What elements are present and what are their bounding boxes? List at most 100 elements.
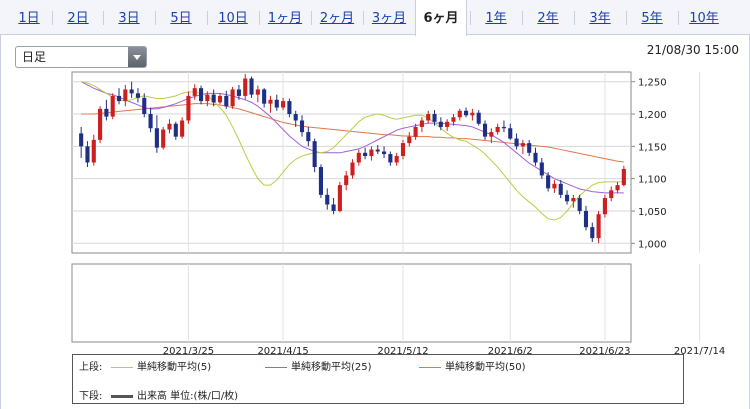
candle-up: [489, 132, 494, 137]
candle-down: [501, 126, 506, 129]
candle-up: [268, 99, 273, 104]
date-tick-label: 2021/3/25: [163, 346, 214, 357]
tab-separator: [155, 11, 156, 25]
candle-down: [299, 120, 305, 133]
candle-down: [331, 204, 336, 211]
date-tick-label: 2021/7/14: [674, 346, 725, 357]
legend-ma25-label: 単純移動平均(25): [291, 362, 372, 373]
legend-lower-row: 下段: 出来高 単位:(株/口/枚): [79, 387, 238, 402]
volume-swatch: [111, 394, 133, 398]
legend-upper-row: 上段: 単純移動平均(5) 単純移動平均(25) 単純移動平均(50): [79, 358, 526, 373]
ma50-swatch: [419, 366, 441, 368]
legend-ma5: 単純移動平均(5): [111, 358, 211, 373]
tab-separator: [626, 11, 627, 25]
candle-down: [85, 146, 90, 163]
candle-down: [249, 78, 254, 95]
candle-down: [438, 121, 443, 127]
tab-separator: [522, 11, 523, 25]
candle-up: [609, 190, 614, 199]
tab-0[interactable]: 1日: [18, 11, 40, 26]
candle-down: [148, 114, 153, 129]
tab-2[interactable]: 3日: [118, 11, 140, 26]
candle-up: [243, 78, 248, 96]
candle-down: [325, 194, 330, 205]
tab-8[interactable]: 6ヶ月: [415, 0, 467, 36]
tab-11[interactable]: 3年: [589, 11, 611, 26]
candle-down: [199, 88, 204, 102]
candle-up: [419, 120, 424, 127]
candle-up: [91, 139, 96, 163]
price-tick-label: 1,150: [638, 142, 667, 153]
ma25-swatch: [265, 366, 287, 368]
tab-3[interactable]: 5日: [170, 11, 192, 26]
price-tick-label: 1,050: [638, 207, 667, 218]
candle-down: [116, 95, 122, 102]
legend-ma50: 単純移動平均(50): [419, 358, 526, 373]
tab-separator: [259, 11, 260, 25]
candle-up: [407, 136, 412, 144]
candle-up: [337, 185, 342, 211]
tab-separator: [52, 11, 53, 25]
tab-separator: [470, 11, 471, 25]
tab-10[interactable]: 2年: [537, 11, 559, 26]
period-tab-bar: 1日 2日 3日 5日 10日 1ヶ月 2ヶ月 3ヶ月 6ヶ月 1年 2年 3年 5年 10年: [0, 0, 750, 36]
tab-4[interactable]: 10日: [218, 11, 248, 26]
last-updated-timestamp: 21/08/30 15:00: [646, 43, 739, 57]
candle-up: [192, 88, 197, 96]
tab-1[interactable]: 2日: [67, 11, 89, 26]
candle-up: [110, 95, 115, 117]
tab-separator: [574, 11, 575, 25]
candle-down: [539, 162, 544, 176]
candle-down: [363, 152, 368, 157]
candle-down: [287, 101, 292, 115]
interval-select-value: 日足: [22, 50, 47, 64]
candle-up: [621, 168, 626, 186]
candle-down: [464, 110, 469, 116]
candle-down: [382, 151, 387, 155]
candle-up: [217, 95, 223, 103]
candle-up: [255, 89, 260, 95]
tab-separator: [207, 11, 208, 25]
price-tick-label: 1,200: [638, 110, 667, 121]
tab-separator: [363, 11, 364, 25]
chevron-down-icon[interactable]: [128, 47, 146, 67]
candle-up: [350, 162, 355, 176]
candle-down: [173, 123, 178, 137]
candle-down: [590, 227, 595, 239]
candle-up: [205, 94, 210, 102]
candle-down: [274, 99, 279, 108]
candle-up: [369, 149, 374, 157]
candle-down: [577, 198, 582, 211]
candle-up: [180, 120, 185, 137]
tab-5[interactable]: 1ヶ月: [267, 11, 303, 26]
candle-up: [552, 183, 557, 189]
candle-down: [236, 89, 241, 96]
candle-down: [432, 114, 437, 122]
candle-down: [508, 128, 513, 139]
legend-ma50-label: 単純移動平均(50): [445, 362, 526, 373]
candle-up: [344, 175, 349, 186]
ma5-line: [81, 81, 624, 221]
interval-select[interactable]: 日足: [15, 46, 147, 68]
candle-up: [571, 198, 576, 202]
tab-13[interactable]: 10年: [689, 11, 719, 26]
candle-up: [394, 156, 399, 163]
candle-up: [98, 108, 103, 140]
ma5-swatch: [111, 366, 133, 368]
ma50-line: [81, 103, 624, 163]
candle-down: [262, 89, 267, 104]
candle-down: [514, 138, 519, 147]
candle-down: [129, 89, 134, 94]
candle-down: [142, 97, 147, 115]
tab-12[interactable]: 5年: [641, 11, 663, 26]
date-tick-label: 2021/6/23: [579, 346, 630, 357]
legend-upper-label: 上段:: [79, 362, 103, 373]
tab-9[interactable]: 1年: [485, 11, 507, 26]
candle-down: [546, 175, 551, 189]
tab-separator: [415, 11, 416, 25]
candle-down: [306, 132, 311, 142]
tab-7[interactable]: 3ヶ月: [371, 11, 407, 26]
candle-down: [527, 143, 532, 153]
tab-6[interactable]: 2ヶ月: [319, 11, 355, 26]
